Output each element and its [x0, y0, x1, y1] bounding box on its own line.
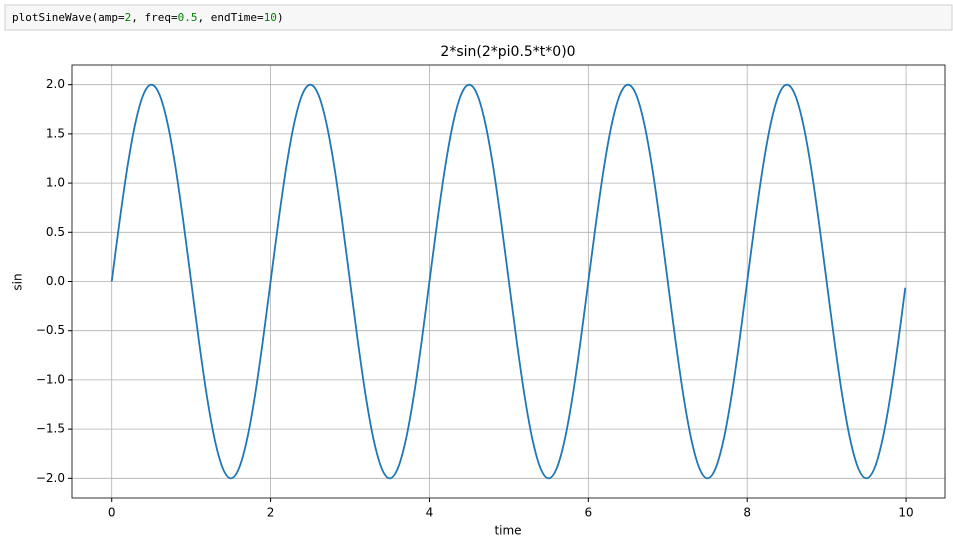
- code-token: , freq=: [131, 11, 178, 24]
- y-axis-label: sin: [11, 273, 25, 290]
- x-tick-label: 0: [108, 506, 116, 520]
- x-tick-label: 4: [426, 506, 434, 520]
- code-token: 2: [125, 11, 132, 24]
- y-tick-label: 2.0: [46, 77, 65, 91]
- x-tick-label: 6: [585, 506, 593, 520]
- plot-frame: [71, 64, 946, 499]
- y-tick-label: −2.0: [36, 471, 65, 485]
- code-text: plotSineWave(amp=2, freq=0.5, endTime=10…: [12, 11, 284, 24]
- y-tick-label: −1.0: [36, 372, 65, 386]
- x-tick-label: 8: [743, 506, 751, 520]
- code-token: plotSineWave(amp=: [12, 11, 125, 24]
- y-tick-label: −1.5: [36, 422, 65, 436]
- line-series: [110, 83, 907, 480]
- y-tick-label: 1.0: [46, 176, 65, 190]
- x-tick-label: 10: [898, 506, 913, 520]
- y-tick-label: 0.0: [46, 274, 65, 288]
- y-tick-label: 1.5: [46, 126, 65, 140]
- y-tick-label: −0.5: [36, 323, 65, 337]
- code-token: ): [277, 11, 284, 24]
- code-cell[interactable]: [4, 4, 953, 31]
- code-token: , endTime=: [197, 11, 264, 24]
- x-tick-label: 2: [267, 506, 275, 520]
- y-tick-label: 0.5: [46, 225, 65, 239]
- code-token: 10: [264, 11, 277, 24]
- code-token: 0.5: [178, 11, 198, 24]
- chart-title: 2*sin(2*pi0.5*t*0)0: [440, 44, 575, 60]
- x-axis-label: time: [494, 524, 521, 537]
